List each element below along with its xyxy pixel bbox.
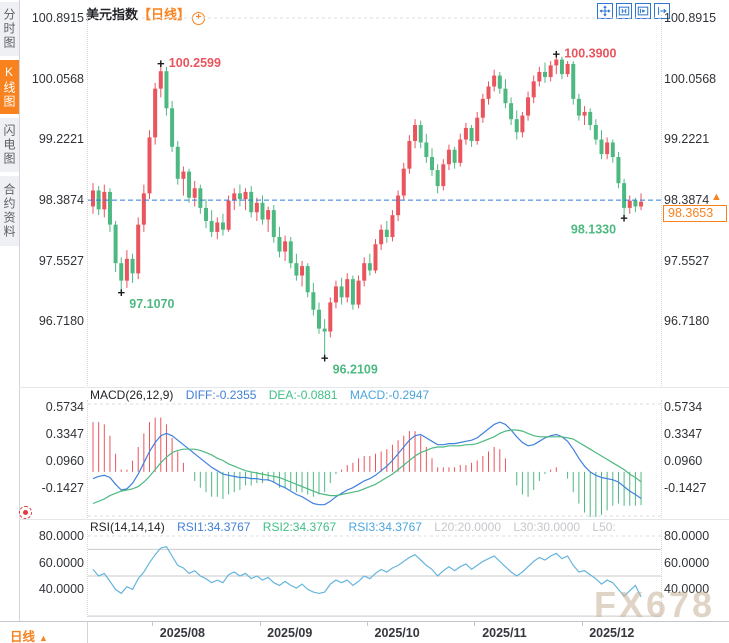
macd-hist-value: MACD:-0.2947 [349, 388, 430, 402]
price-extreme-label: 96.2109 [333, 362, 378, 376]
macd-name: MACD(26,12,9) [90, 388, 174, 402]
sidebar-tab-lightning-chart[interactable]: 闪电图 [0, 118, 19, 172]
extreme-cross-marker: + [117, 285, 125, 300]
price-axis-label: 100.8915 [664, 11, 717, 25]
price-axis-label: 97.5527 [664, 253, 710, 268]
macd-axis-label: -0.1427 [41, 480, 84, 495]
extreme-cross-marker: + [157, 56, 165, 71]
rsi-axis-label: 40.0000 [664, 582, 710, 597]
rsi-chart[interactable] [87, 530, 662, 617]
period-dropdown[interactable]: 日线 [10, 626, 48, 643]
x-axis-date-label: 2025/09 [259, 622, 320, 640]
rsi1-value: RSI1:34.3767 [177, 520, 251, 534]
price-up-arrow-icon [711, 192, 722, 203]
period-tag: 【日线】 [138, 7, 191, 22]
extreme-cross-marker: + [553, 46, 561, 61]
rsi3-value: RSI3:34.3767 [348, 520, 422, 534]
price-axis-label: 100.0568 [31, 71, 84, 86]
rsi-l30-label: L30:30.0000 [513, 520, 581, 534]
bottom-bar: 日线 2025/08 2025/09 2025/10 2025/11 2025/12 [0, 621, 729, 643]
dropdown-arrow-icon [35, 630, 48, 643]
x-axis-date-label: 2025/10 [367, 622, 427, 640]
macd-diff-value: DIFF:-0.2355 [185, 388, 257, 402]
candlestick-chart[interactable]: +100.2599 +100.3900 +97.1070 +96.2109 +98.13… [87, 15, 662, 386]
sidebar-tab-kline-chart[interactable]: K线图 [0, 60, 19, 114]
price-axis-label: 98.3874 [664, 193, 710, 208]
rsi-axis-label: 60.0000 [664, 555, 710, 570]
x-axis-date-label: 2025/12 [581, 622, 642, 640]
price-axis-label: 96.7180 [664, 314, 710, 329]
price-axis-label: 99.2221 [664, 132, 710, 147]
bottom-bar-divider [87, 622, 88, 643]
macd-header: MACD(26,12,9) DIFF:-0.2355 DEA:-0.0881 M… [90, 388, 438, 402]
rsi-axis-label: 40.0000 [38, 582, 84, 597]
reset-zoom-icon[interactable] [654, 3, 670, 19]
macd-axis-label: 0.0960 [45, 454, 84, 468]
macd-dea-value: DEA:-0.0881 [268, 388, 338, 402]
price-extreme-label: 98.1330 [571, 223, 616, 237]
price-axis-label: 99.2221 [38, 132, 84, 147]
price-axis-label: 97.5527 [38, 253, 84, 268]
sidebar-tab-time-chart[interactable]: 分时图 [0, 2, 19, 56]
rsi-name: RSI(14,14,14) [90, 520, 165, 534]
last-price-badge: 98.3653 [663, 205, 727, 222]
rsi-l20-label: L20:20.0000 [434, 520, 501, 534]
macd-axis-label: 0.3347 [45, 427, 84, 441]
price-axis-label: 98.3874 [38, 193, 84, 208]
candlestick-layer: +100.2599+ 100.3900+97.1070+96.2109+98.13… [88, 17, 661, 376]
indicator-settings-icon[interactable] [19, 506, 32, 519]
x-axis-date-label: 2025/08 [152, 622, 212, 640]
rsi-layer [88, 535, 661, 617]
macd-axis-label: 0.5734 [45, 400, 84, 414]
macd-axis-label: 0.0960 [664, 454, 703, 468]
period-label: 日线 [10, 630, 36, 643]
panel-divider [19, 519, 729, 520]
rsi-axis-label: 60.0000 [38, 555, 84, 570]
price-extreme-label: 97.1070 [129, 297, 174, 311]
macd-chart[interactable] [87, 400, 662, 518]
macd-axis-label: -0.1427 [664, 480, 707, 495]
rsi-l50-label: L50: [592, 520, 616, 534]
panel-divider [19, 387, 729, 388]
rsi-header: RSI(14,14,14) RSI1:34.3767 RSI2:34.3767 … [90, 520, 625, 534]
rsi2-value: RSI2:34.3767 [262, 520, 337, 534]
macd-layer [88, 403, 661, 518]
price-extreme-label: 100.2599 [169, 56, 221, 70]
price-extreme-label: 100.3900 [564, 46, 616, 60]
extreme-cross-marker: + [620, 211, 628, 226]
price-axis-label: 100.0568 [664, 71, 717, 86]
price-axis-label: 100.8915 [31, 11, 84, 25]
price-axis-label: 96.7180 [38, 314, 84, 329]
sidebar: 分时图 K线图 闪电图 合约资料 [0, 0, 20, 621]
x-axis-date-label: 2025/11 [474, 622, 534, 640]
sidebar-tab-contract-info[interactable]: 合约资料 [0, 176, 19, 246]
macd-axis-label: 0.5734 [664, 400, 703, 414]
extreme-cross-marker: + [321, 350, 329, 365]
macd-axis-label: 0.3347 [664, 427, 703, 441]
rsi-axis-label: 80.0000 [38, 529, 84, 543]
rsi-axis-label: 80.0000 [664, 529, 710, 543]
zoom-vertical-icon[interactable] [635, 3, 651, 19]
